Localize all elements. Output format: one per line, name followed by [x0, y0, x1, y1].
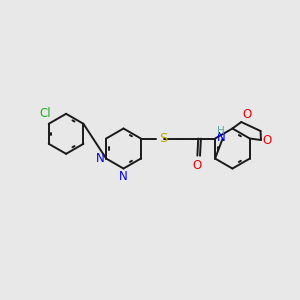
Text: N: N [217, 131, 226, 144]
Text: O: O [193, 158, 202, 172]
Text: N: N [96, 152, 105, 165]
Text: O: O [242, 108, 252, 121]
Text: O: O [263, 134, 272, 147]
Text: H: H [217, 126, 225, 136]
Text: Cl: Cl [39, 107, 51, 120]
Text: S: S [159, 132, 167, 145]
Text: N: N [118, 170, 127, 183]
